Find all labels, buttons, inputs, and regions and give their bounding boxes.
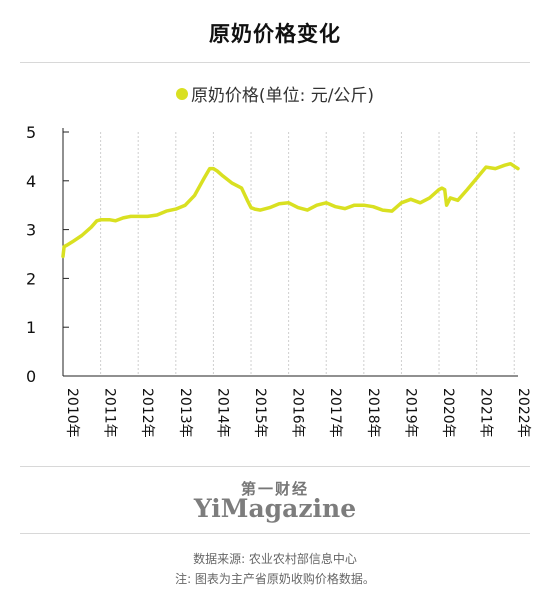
x-tick-label: 2012年 xyxy=(139,388,155,438)
brand-name-cn: 第一财经 xyxy=(240,480,309,498)
x-tick-label: 2010年 xyxy=(64,388,80,438)
footer-divider xyxy=(20,533,530,534)
line-chart: 2010年 2011年 2012年 2013年 2014年 2015年 2016年 2017年… xyxy=(26,123,531,438)
x-tick-label: 2017年 xyxy=(327,388,343,438)
source-note: 数据来源: 农业农村部信息中心 xyxy=(193,552,357,566)
y-tick-label: 3 xyxy=(26,221,36,240)
y-tick-label: 0 xyxy=(26,367,36,386)
x-tick-label: 2014年 xyxy=(214,388,230,438)
x-tick-label: 2011年 xyxy=(102,388,118,438)
title-divider xyxy=(20,62,530,63)
y-tick-label: 4 xyxy=(26,172,36,191)
legend: 原奶价格(单位: 元/公斤) xyxy=(0,81,550,106)
x-tick-label: 2022年 xyxy=(515,388,531,438)
x-tick-label: 2020年 xyxy=(440,388,456,438)
brand-logo-text: YiMagazine xyxy=(193,494,357,523)
chart-footnote: 注: 图表为主产省原奶收购价格数据。 xyxy=(175,572,375,586)
x-tick-label: 2018年 xyxy=(365,388,381,438)
x-tick-label: 2016年 xyxy=(290,388,306,438)
legend-swatch xyxy=(175,88,188,100)
y-tick-label: 1 xyxy=(26,318,36,337)
y-tick-label: 5 xyxy=(26,123,36,142)
chart-bottom-divider xyxy=(20,466,530,467)
x-tick-label: 2015年 xyxy=(252,388,268,438)
chart-title: 原奶价格变化 xyxy=(209,22,341,46)
price-series-line xyxy=(61,161,520,259)
legend-label: 原奶价格(单位: 元/公斤) xyxy=(190,86,375,106)
x-tick-label: 2013年 xyxy=(177,388,193,438)
x-tick-label: 2019年 xyxy=(402,388,418,438)
y-tick-label: 2 xyxy=(26,269,36,288)
x-tick-label: 2021年 xyxy=(478,388,494,438)
